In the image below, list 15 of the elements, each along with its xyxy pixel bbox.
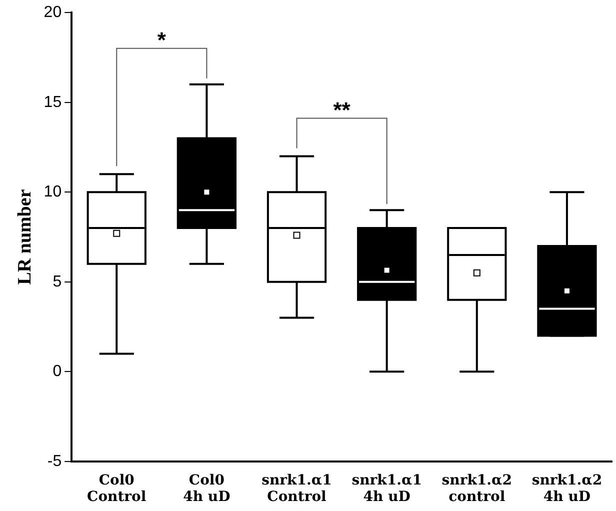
y-tick-label: 15 (44, 94, 62, 111)
y-tick-label: 20 (44, 4, 62, 22)
y-tick-label: 0 (52, 363, 62, 380)
x-tick-label: Col0 4h uD (183, 472, 230, 506)
y-axis-title: LR number (14, 188, 36, 285)
annotation: ** (333, 97, 351, 122)
y-tick-label: 5 (52, 273, 62, 290)
x-tick-label: snrk1.α2 4h uD (532, 472, 602, 506)
x-tick-label: snrk1.α2 control (442, 472, 512, 506)
annotation: * (157, 27, 166, 52)
y-tick-label: 10 (44, 184, 62, 201)
x-tick-label: snrk1.α1 4h uD (352, 472, 422, 506)
y-tick-label: -5 (47, 452, 62, 470)
x-tick-label: Col0 Control (87, 472, 146, 506)
x-tick-label: snrk1.α1 Control (262, 472, 332, 506)
